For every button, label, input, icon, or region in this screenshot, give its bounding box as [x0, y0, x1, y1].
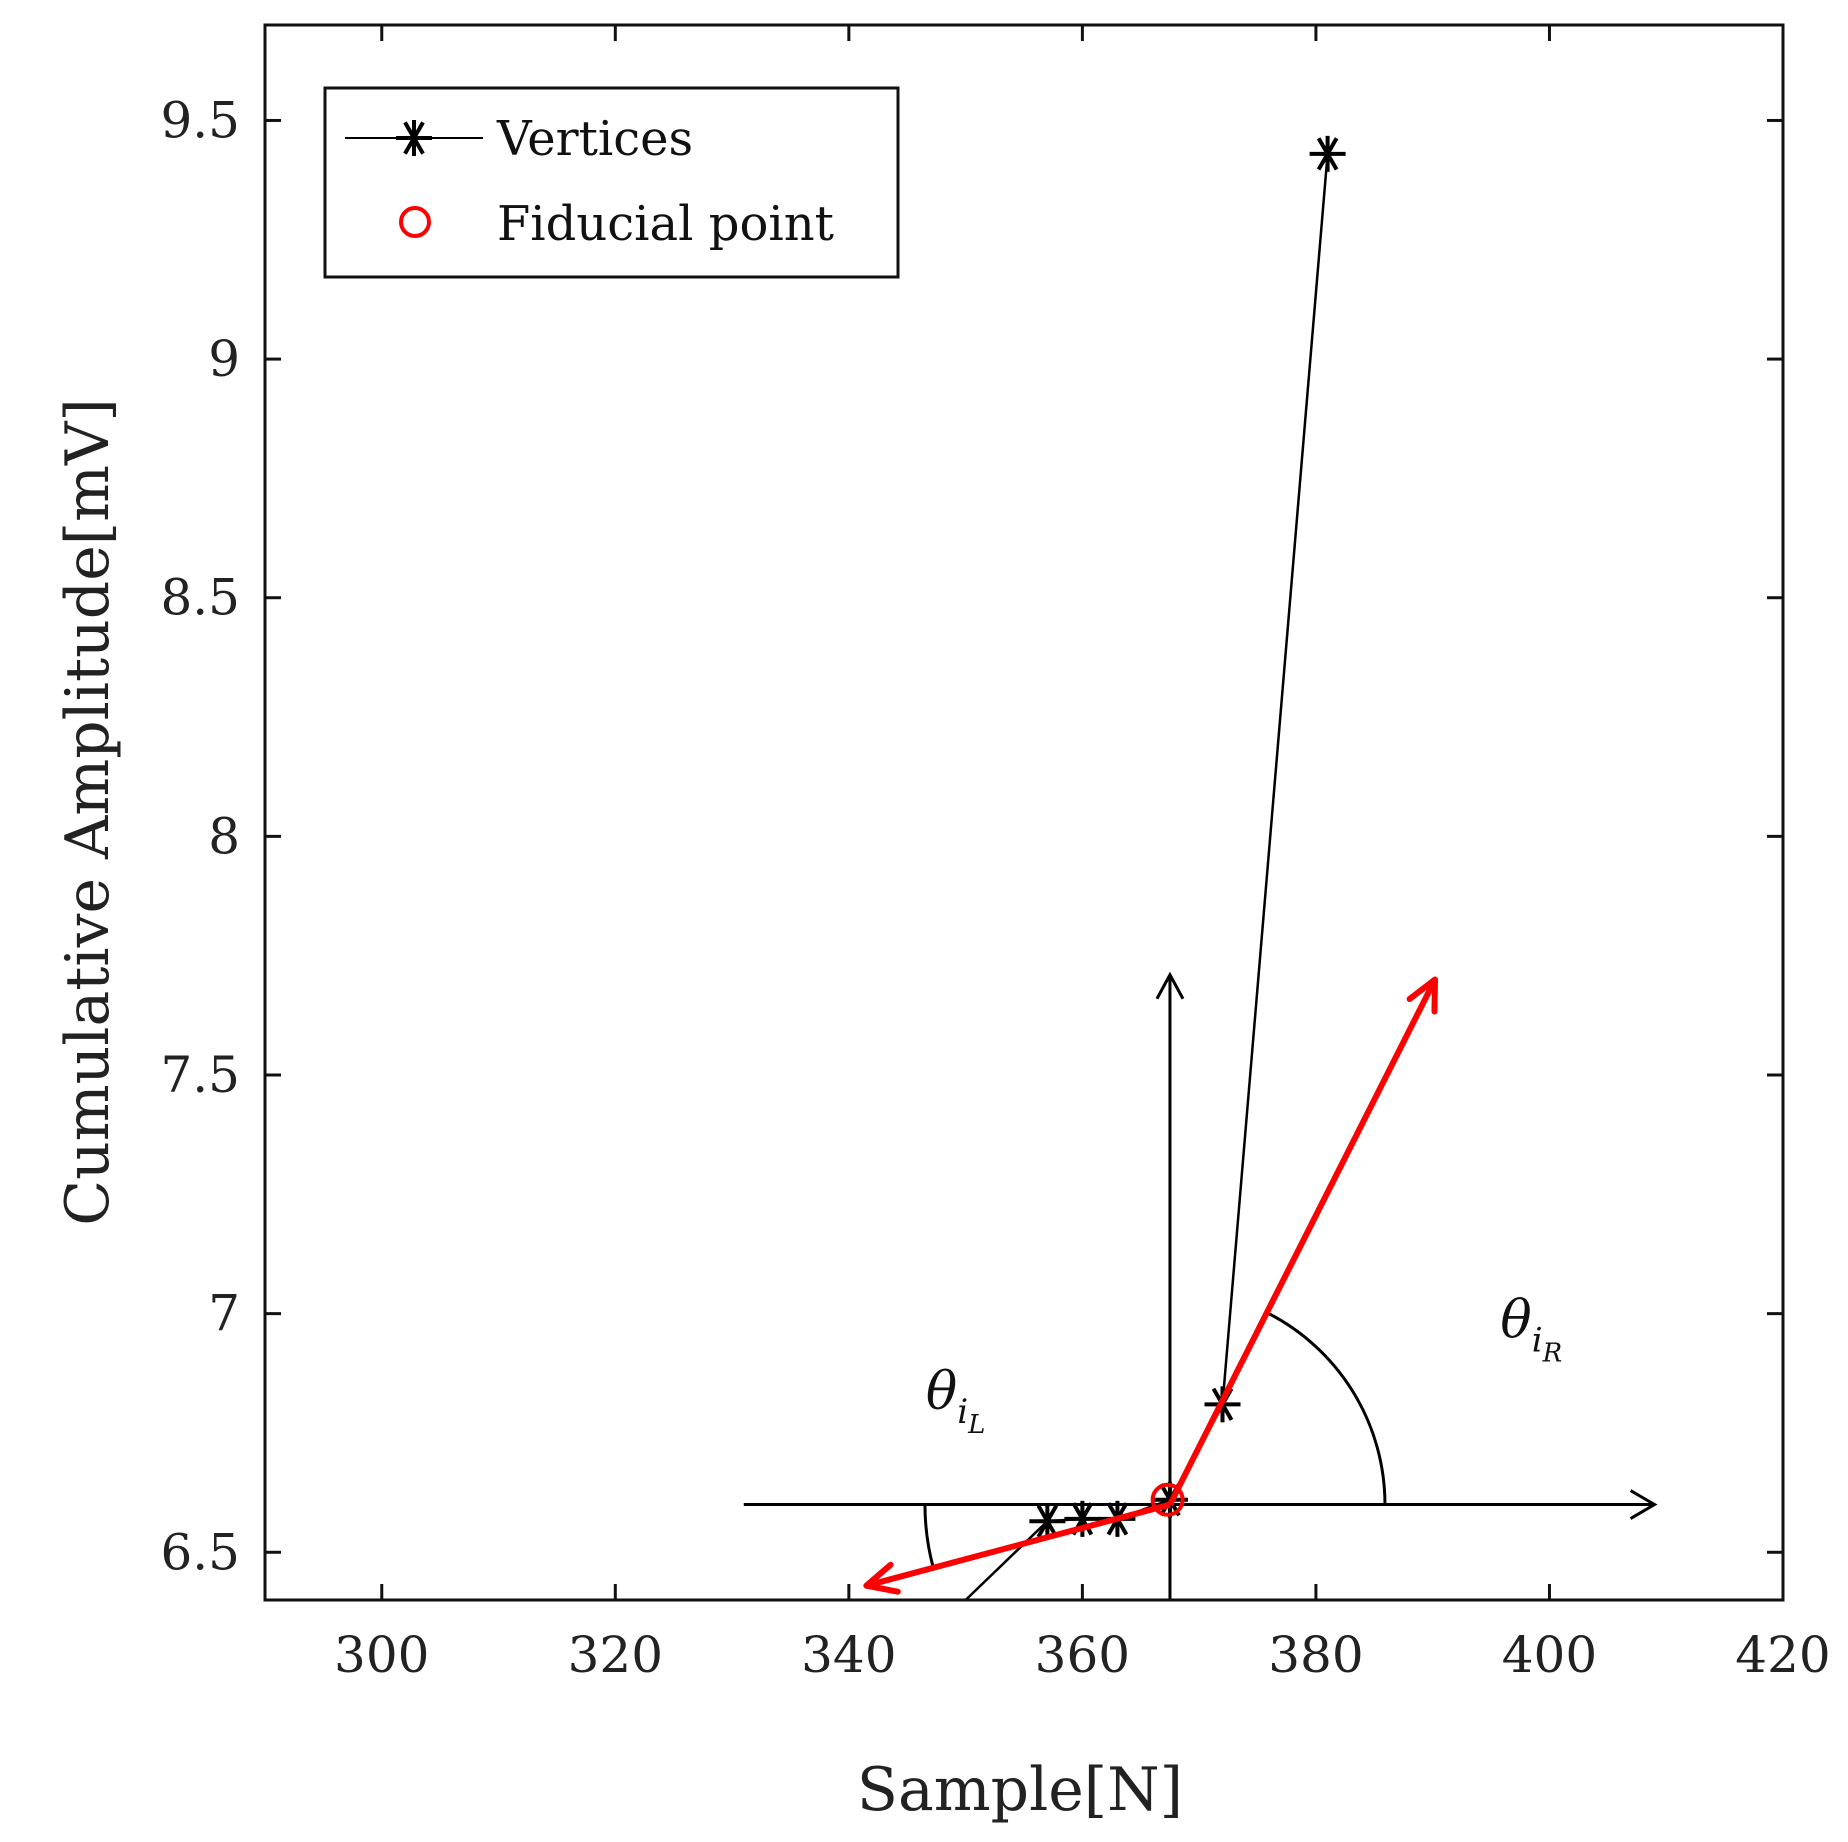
y-axis-title: Cumulative Amplitude[mV]: [53, 398, 123, 1226]
red-arrow-right: [1167, 978, 1438, 1506]
red-arrow-right-head: [1406, 976, 1439, 1015]
red-arrow-left: [865, 1501, 1171, 1589]
axis-tick-labels: 300 320 340 360 380 400 420 6.5 7 7.5 8 8.5 9 9.5: [160, 91, 1830, 1684]
angle-right-arc: [1266, 1311, 1387, 1505]
y-tick-label: 8.5: [160, 569, 240, 627]
y-tick-label: 9.5: [160, 91, 240, 149]
x-tick-label: 420: [1735, 1626, 1830, 1684]
legend-fiducial-label: Fiducial point: [497, 196, 834, 252]
vertical-reference-arrowhead: [1155, 971, 1185, 1000]
y-tick-label: 8: [208, 807, 240, 865]
x-tick-label: 340: [801, 1626, 896, 1684]
legend: Vertices Fiducial point: [323, 86, 900, 279]
legend-vertices-label: Vertices: [496, 111, 693, 167]
x-axis-title: Sample[N]: [857, 1755, 1183, 1825]
red-arrow-left-head: [863, 1561, 901, 1595]
x-tick-label: 320: [568, 1626, 663, 1684]
x-tick-label: 380: [1268, 1626, 1363, 1684]
plot-background: [265, 25, 1783, 1600]
x-tick-label: 400: [1502, 1626, 1597, 1684]
y-tick-label: 7.5: [160, 1046, 240, 1104]
legend-fiducial-marker: [399, 206, 431, 238]
legend-box: [323, 86, 900, 279]
vertex-marker: [1309, 135, 1346, 172]
plot-frame: [263, 23, 1785, 1602]
axis-ticks: [265, 25, 1785, 1600]
y-tick-label: 9: [208, 330, 240, 388]
y-tick-label: 7: [208, 1285, 240, 1343]
angle-left-label: θiL: [926, 1362, 985, 1440]
fiducial-point-marker: [1150, 1482, 1185, 1517]
x-tick-label: 360: [1035, 1626, 1130, 1684]
legend-vertices-marker: [396, 120, 432, 156]
y-tick-label: 6.5: [160, 1523, 240, 1581]
angle-right-label: θiR: [1500, 1291, 1562, 1369]
horizontal-reference-arrowhead: [1629, 1489, 1658, 1520]
vertex-marker: [1029, 1503, 1066, 1540]
red-arrows: [863, 976, 1439, 1595]
x-tick-label: 300: [334, 1626, 429, 1684]
legend-asterisk-glyph: [396, 120, 432, 156]
